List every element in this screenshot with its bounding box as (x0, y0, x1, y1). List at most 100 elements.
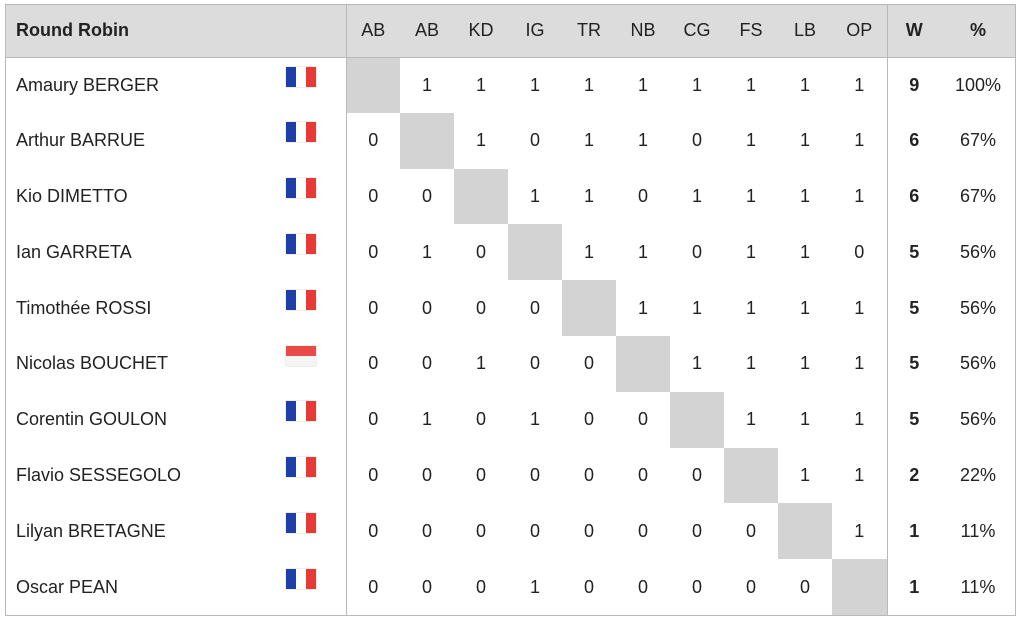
result-cell: 1 (529, 185, 540, 206)
result-cell: 1 (799, 185, 810, 206)
result-cell: 1 (475, 74, 486, 95)
header-row: Round Robin AB AB KD IG TR NB CG FS LB OP W% (6, 5, 1015, 58)
result-cell: 0 (637, 409, 648, 430)
result-cell: 0 (345, 391, 400, 448)
result-cell: 1 (691, 353, 702, 374)
table-row: Timothée ROSSI 0 0 0 0 1 1 1 1 1 5 56% (6, 280, 1015, 336)
result-cell: 0 (475, 520, 486, 541)
france-flag-icon (286, 568, 316, 589)
result-cell: 1 (745, 353, 756, 374)
wins-column-header: W (886, 5, 941, 58)
result-cell: 0 (691, 130, 702, 151)
result-cell: 1 (637, 297, 648, 318)
result-cell: 0 (475, 297, 486, 318)
result-cell: 1 (854, 520, 865, 541)
result-cell: 1 (421, 74, 432, 95)
france-flag-icon (286, 289, 316, 310)
result-cell: 0 (691, 576, 702, 597)
percent-cell: 22% (959, 464, 997, 485)
result-cell: 1 (583, 130, 594, 151)
result-cell: 1 (691, 74, 702, 95)
result-cell: 1 (799, 297, 810, 318)
wins-cell: 1 (886, 559, 941, 615)
result-cell: 1 (745, 74, 756, 95)
result-cell: 1 (799, 409, 810, 430)
wins-cell: 1 (886, 503, 941, 560)
result-cell: 1 (583, 74, 594, 95)
wins-cell: 5 (886, 280, 941, 336)
result-cell: 1 (637, 241, 648, 262)
result-cell: 0 (745, 520, 756, 541)
result-cell: 1 (637, 130, 648, 151)
result-cell: 0 (637, 185, 648, 206)
result-cell: 0 (637, 464, 648, 485)
result-cell: 1 (691, 185, 702, 206)
self-match-cell (508, 224, 562, 281)
result-cell: 1 (691, 297, 702, 318)
france-flag-icon (286, 234, 316, 255)
result-cell: 1 (745, 409, 756, 430)
result-cell: 0 (583, 576, 594, 597)
result-cell: 1 (854, 464, 865, 485)
result-cell: 1 (421, 409, 432, 430)
flag-cell (286, 57, 346, 113)
player-name: Ian GARRETA (16, 241, 132, 262)
table-row: Nicolas BOUCHET 0 0 1 0 0 1 1 1 1 5 56% (6, 335, 1015, 392)
flag-cell (286, 392, 346, 448)
wins-cell: 9 (886, 57, 941, 113)
wins-cell: 2 (886, 447, 941, 504)
result-cell: 1 (475, 353, 486, 374)
result-cell: 1 (799, 241, 810, 262)
flag-cell (286, 224, 346, 280)
result-cell: 0 (345, 559, 400, 615)
result-cell: 0 (345, 168, 400, 225)
result-cell: 0 (475, 576, 486, 597)
self-match-cell (562, 280, 616, 336)
table-row: Arthur BARRUE 0 1 0 1 1 0 1 1 1 6 67% (6, 112, 1015, 169)
result-cell: 1 (637, 74, 648, 95)
result-cell: 1 (745, 130, 756, 151)
result-cell: 0 (799, 576, 810, 597)
self-match-cell (670, 391, 724, 448)
result-cell: 0 (583, 353, 594, 374)
player-name: Kio DIMETTO (16, 185, 128, 206)
result-cell: 0 (475, 409, 486, 430)
column-header: LB (778, 5, 832, 58)
result-cell: 1 (529, 576, 540, 597)
result-cell: 0 (529, 520, 540, 541)
wins-cell: 6 (886, 112, 941, 169)
france-flag-icon (286, 401, 316, 422)
percent-cell: 56% (959, 241, 997, 262)
flag-cell (286, 503, 346, 559)
player-name: Corentin GOULON (16, 409, 168, 430)
flag-cell (286, 448, 346, 504)
result-cell: 0 (691, 241, 702, 262)
column-header: KD (454, 5, 508, 58)
flag-cell (286, 169, 346, 225)
result-cell: 0 (529, 297, 540, 318)
percent-cell: 56% (959, 409, 997, 430)
self-match-cell (400, 112, 454, 169)
result-cell: 1 (529, 74, 540, 95)
self-match-cell (832, 559, 887, 615)
result-cell: 0 (691, 520, 702, 541)
result-cell: 0 (745, 576, 756, 597)
result-cell: 0 (345, 447, 400, 504)
result-cell: 0 (421, 520, 432, 541)
flag-cell (286, 113, 346, 169)
result-cell: 0 (421, 185, 432, 206)
flag-cell (286, 280, 346, 336)
result-cell: 0 (421, 576, 432, 597)
column-header: OP (832, 5, 887, 58)
result-cell: 1 (854, 297, 865, 318)
player-name: Arthur BARRUE (16, 130, 146, 151)
result-cell: 1 (421, 241, 432, 262)
wins-cell: 6 (886, 168, 941, 225)
result-cell: 1 (799, 464, 810, 485)
wins-cell: 5 (886, 391, 941, 448)
result-cell: 0 (475, 464, 486, 485)
result-cell: 0 (345, 112, 400, 169)
player-name: Timothée ROSSI (16, 297, 152, 318)
result-cell: 1 (799, 130, 810, 151)
player-name: Flavio SESSEGOLO (16, 464, 182, 485)
